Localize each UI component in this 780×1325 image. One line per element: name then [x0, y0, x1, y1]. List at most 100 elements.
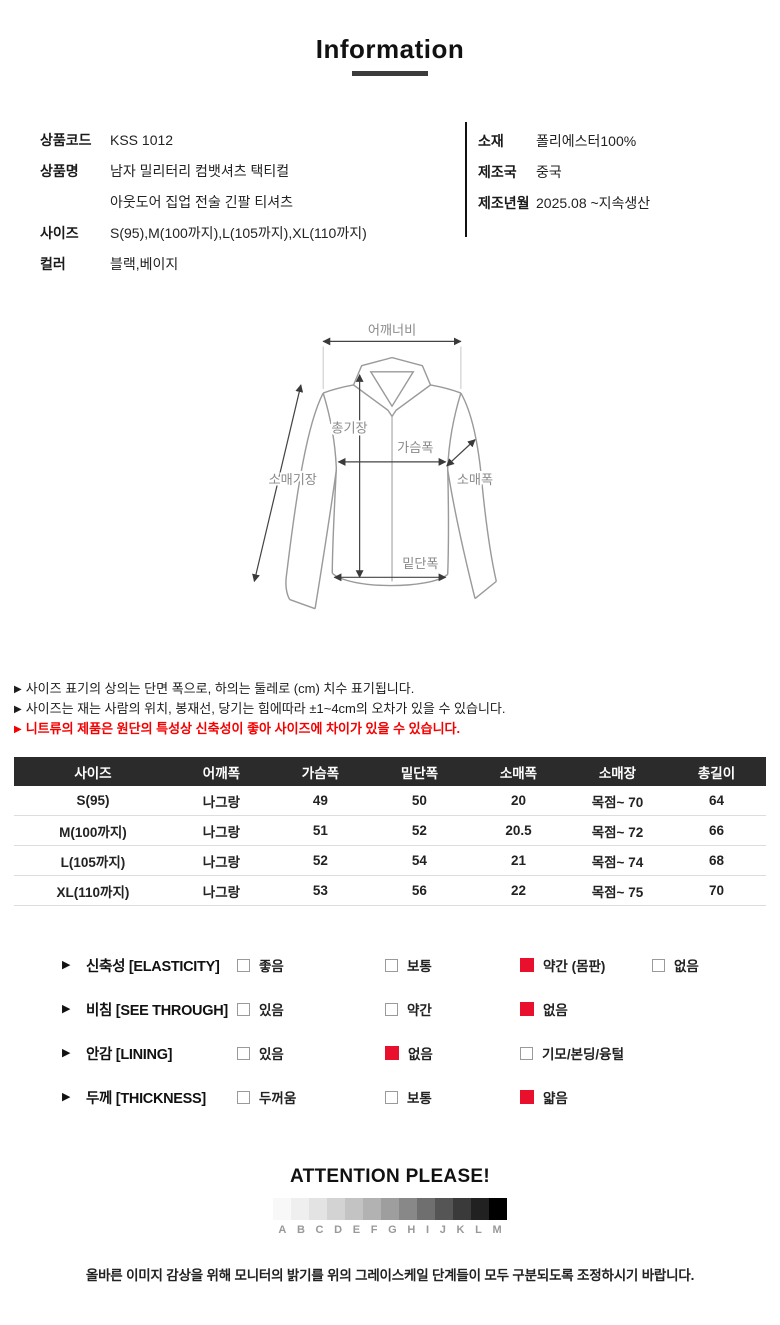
feature-label: 안감 [LINING]: [86, 1047, 173, 1063]
note-line-3: ▶ 니트류의 제품은 원단의 특성상 신축성이 좋아 사이즈에 차이가 있을 수 …: [14, 720, 766, 740]
feature-option: 약간 (몸판): [520, 955, 605, 975]
sleeve-width-label: 소매폭: [457, 472, 493, 487]
info-value: 폴리에스터100%: [536, 133, 637, 149]
info-row-material: 소재 폴리에스터100%: [478, 131, 768, 161]
option-label: 없음: [408, 1047, 433, 1062]
grayscale-letter: H: [407, 1224, 416, 1236]
option-label: 약간: [407, 1003, 432, 1018]
table-cell: 목점~ 72: [567, 815, 667, 846]
table-cell: 50: [369, 786, 469, 816]
option-label: 약간 (몸판): [543, 959, 606, 974]
info-label: 상품코드: [40, 132, 92, 148]
feature-row-thickness: ▶ 두께 [THICKNESS] 두꺼움 보통 얇음: [62, 1087, 762, 1109]
info-row-manufacture-date: 제조년월 2025.08 ~지속생산: [478, 193, 768, 223]
grayscale-letter: D: [334, 1224, 343, 1236]
table-cell: 20.5: [468, 815, 568, 846]
feature-option: 기모/본딩/융털: [520, 1043, 624, 1063]
triangle-marker-icon: ▶: [14, 724, 22, 735]
option-label: 보통: [407, 1091, 432, 1106]
checkbox-icon: [652, 958, 665, 972]
note-line-2: ▶ 사이즈는 재는 사람의 위치, 봉재선, 당기는 힘에따라 ±1~4cm의 오…: [14, 700, 766, 720]
table-cell: M(100까지): [14, 815, 172, 846]
option-label: 기모/본딩/융털: [542, 1047, 625, 1062]
size-notes: ▶ 사이즈 표기의 상의는 단면 폭으로, 하의는 둘레로 (cm) 치수 표기됩…: [14, 680, 766, 740]
grayscale-swatch: [453, 1198, 471, 1220]
checkbox-icon: [237, 958, 250, 972]
info-row-origin: 제조국 중국: [478, 162, 768, 192]
feature-label: 두께 [THICKNESS]: [86, 1091, 206, 1107]
table-cell: 목점~ 75: [567, 875, 667, 906]
table-cell: 나그랑: [171, 845, 271, 876]
product-info-left: 상품코드 KSS 1012 상품명 남자 밀리터리 컴뱃셔츠 택티컬 아웃도어 …: [40, 130, 460, 285]
option-label: 있음: [259, 1047, 284, 1062]
feature-label: 비침 [SEE THROUGH]: [86, 1003, 228, 1019]
grayscale-letter: K: [456, 1224, 465, 1236]
hem-width-label: 밑단폭: [402, 556, 438, 571]
option-label: 좋음: [259, 959, 284, 974]
info-value: 남자 밀리터리 컴뱃셔츠 택티컬: [110, 163, 290, 179]
note-text: 사이즈는 재는 사람의 위치, 봉재선, 당기는 힘에따라 ±1~4cm의 오차…: [25, 701, 506, 716]
grayscale-swatch: [291, 1198, 309, 1220]
table-cell: 70: [666, 875, 766, 906]
info-value: 블랙,베이지: [110, 256, 179, 272]
col-header-hem: 밑단폭: [369, 757, 469, 786]
shirt-diagram-svg: 어깨너비 총기장 가슴폭 소매폭 소매기장 밑단폭: [252, 320, 498, 610]
table-cell: 나그랑: [171, 815, 271, 846]
table-cell: 목점~ 70: [567, 786, 667, 816]
grayscale-letter: B: [296, 1224, 305, 1236]
grayscale-swatch: [399, 1198, 417, 1220]
sleeve-length-label: 소매기장: [269, 472, 317, 487]
table-cell: XL(110까지): [14, 875, 172, 906]
table-row: M(100까지) 나그랑 51 52 20.5 목점~ 72 66: [14, 815, 766, 846]
table-cell: 64: [666, 786, 766, 816]
chest-width-label: 가슴폭: [397, 440, 433, 455]
col-header-sleeve-length: 소매장: [567, 757, 667, 786]
grayscale-letter: J: [439, 1224, 446, 1236]
info-label: 컬러: [40, 256, 66, 272]
table-cell: L(105까지): [14, 845, 172, 876]
grayscale-swatch: [417, 1198, 435, 1220]
note-text: 사이즈 표기의 상의는 단면 폭으로, 하의는 둘레로 (cm) 치수 표기됩니…: [25, 681, 415, 696]
table-cell: 나그랑: [171, 875, 271, 906]
grayscale-letter: A: [278, 1224, 287, 1236]
shoulder-width-label: 어깨너비: [368, 322, 416, 337]
sleeve-width-arrow: [446, 439, 476, 467]
grayscale-swatch: [435, 1198, 453, 1220]
feature-option: 없음: [652, 955, 699, 975]
grayscale-swatch: [471, 1198, 489, 1220]
table-cell: 54: [369, 845, 469, 876]
option-label: 두꺼움: [259, 1091, 297, 1106]
feature-option: 보통: [385, 1087, 432, 1107]
info-value: KSS 1012: [110, 132, 174, 148]
table-cell: 66: [666, 815, 766, 846]
checkbox-icon: [520, 1046, 533, 1060]
feature-row-elasticity: ▶ 신축성 [ELASTICITY] 좋음 보통 약간 (몸판) 없음: [62, 955, 762, 977]
triangle-marker-icon: ▶: [14, 704, 22, 715]
grayscale-letter: I: [425, 1224, 430, 1236]
col-header-sleeve-width: 소매폭: [468, 757, 568, 786]
col-header-chest: 가슴폭: [270, 757, 370, 786]
table-cell: 51: [270, 815, 370, 846]
option-label: 보통: [407, 959, 432, 974]
grayscale-swatch: [381, 1198, 399, 1220]
feature-row-lining: ▶ 안감 [LINING] 있음 없음 기모/본딩/융털: [62, 1043, 762, 1065]
shirt-measurement-diagram: 어깨너비 총기장 가슴폭 소매폭 소매기장 밑단폭: [238, 308, 542, 632]
attention-title: ATTENTION PLEASE!: [289, 1166, 491, 1187]
info-value: 2025.08 ~지속생산: [536, 195, 651, 211]
triangle-marker-icon: ▶: [62, 1091, 71, 1103]
table-cell: 21: [468, 845, 568, 876]
table-cell: 52: [369, 815, 469, 846]
info-label: 소재: [478, 133, 504, 149]
table-cell: 56: [369, 875, 469, 906]
measurement-arrows: [252, 337, 476, 583]
grayscale-swatch: [489, 1198, 507, 1220]
checkbox-icon: [520, 958, 534, 972]
grayscale-swatch: [363, 1198, 381, 1220]
grayscale-letter: F: [370, 1224, 378, 1236]
checkbox-icon: [385, 1046, 399, 1060]
option-label: 없음: [543, 1003, 568, 1018]
title-underline: [352, 71, 428, 76]
table-cell: 목점~ 74: [567, 845, 667, 876]
